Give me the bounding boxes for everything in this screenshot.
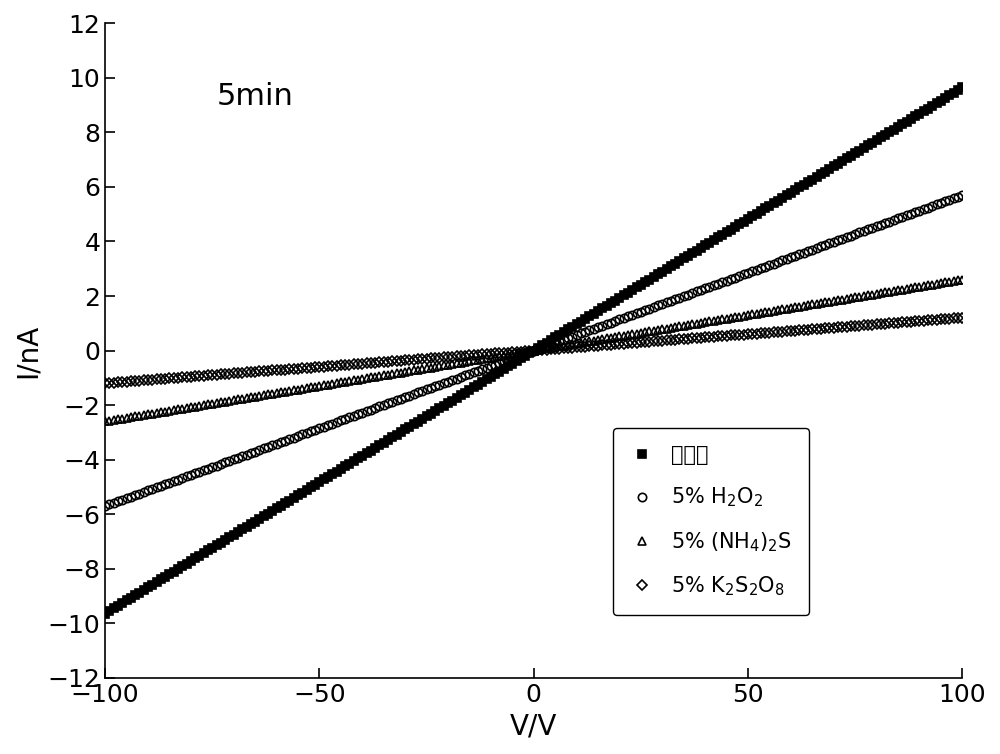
Text: 5min: 5min (217, 82, 293, 112)
Legend: 未锶化, 5% H$_2$O$_2$, 5% (NH$_4$)$_2$S, 5% K$_2$S$_2$O$_8$: 未锶化, 5% H$_2$O$_2$, 5% (NH$_4$)$_2$S, 5%… (613, 428, 809, 615)
Y-axis label: I/nA: I/nA (14, 323, 42, 378)
X-axis label: V/V: V/V (510, 712, 557, 740)
